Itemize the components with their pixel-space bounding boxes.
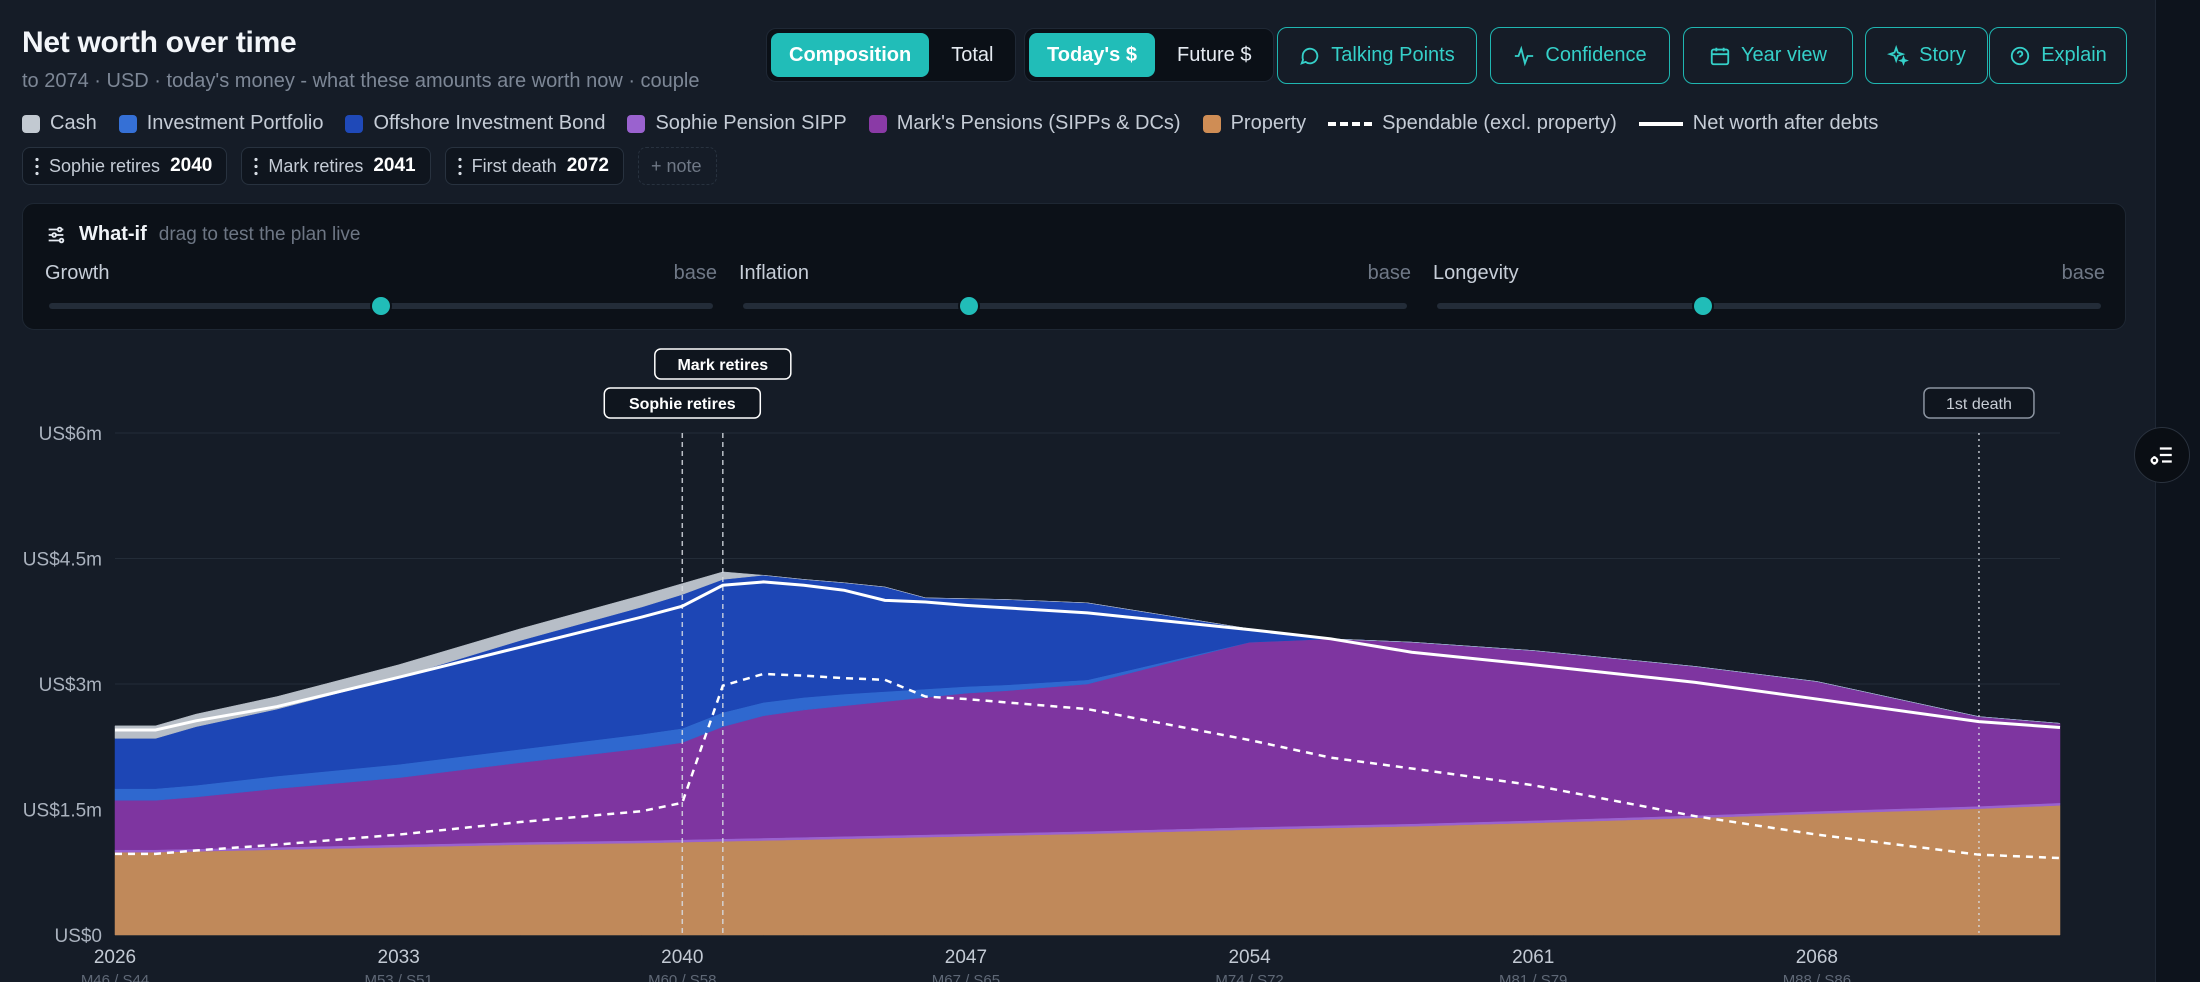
growth-slider[interactable]: Growth base <box>45 262 717 322</box>
what-if-header: What-if drag to test the plan live <box>45 223 361 246</box>
marker-label[interactable]: Mark retires <box>677 357 768 374</box>
sparkle-icon <box>1887 44 1910 66</box>
x-tick-sublabel: M81 / S79 <box>1499 972 1567 982</box>
inflation-slider-track[interactable] <box>743 303 1407 309</box>
page-title: Net worth over time <box>22 26 297 59</box>
year-view-button[interactable]: Year view <box>1683 27 1853 84</box>
story-button[interactable]: Story <box>1865 27 1988 84</box>
chat-bubble-icon <box>1300 47 1319 65</box>
drag-handle-icon[interactable] <box>254 156 259 176</box>
x-tick-label: 2068 <box>1796 947 1838 968</box>
marker-label-box[interactable] <box>603 387 762 419</box>
marker-label-box[interactable] <box>654 348 792 380</box>
page-subtitle: to 2074 · USD · today's money - what the… <box>22 70 700 92</box>
y-tick-label: US$1.5m <box>23 801 102 822</box>
add-note-button[interactable]: + note <box>637 147 717 185</box>
longevity-slider-knob[interactable] <box>1693 297 1712 315</box>
y-tick-label: US$0 <box>54 926 102 947</box>
list-settings-icon <box>2150 447 2172 465</box>
longevity-slider-track[interactable] <box>1437 303 2101 309</box>
legend-item-property[interactable]: Property <box>1202 112 1306 135</box>
composition-toggle[interactable]: Composition <box>771 33 930 77</box>
x-tick-label: 2047 <box>945 947 987 968</box>
explain-button[interactable]: Explain <box>1989 27 2127 84</box>
talking-points-button[interactable]: Talking Points <box>1277 27 1477 84</box>
marker-label[interactable]: 1st death <box>1946 396 2012 413</box>
chart-legend: Cash Investment Portfolio Offshore Inves… <box>22 112 1878 135</box>
x-tick-sublabel: M67 / S65 <box>932 972 1000 982</box>
x-tick-sublabel: M53 / S51 <box>364 972 432 982</box>
confidence-button[interactable]: Confidence <box>1490 27 1670 84</box>
todays-dollars-toggle[interactable]: Today's $ <box>1029 33 1155 77</box>
legend-item-cash[interactable]: Cash <box>22 112 97 135</box>
future-dollars-toggle[interactable]: Future $ <box>1159 33 1269 77</box>
y-tick-label: US$6m <box>39 424 102 445</box>
spendable-dashed-swatch <box>1328 121 1373 126</box>
x-tick-sublabel: M60 / S58 <box>648 972 716 982</box>
y-tick-label: US$4.5m <box>23 550 102 571</box>
money-toggle: Today's $ Future $ <box>1024 28 1275 82</box>
legend-item-mark-pensions[interactable]: Mark's Pensions (SIPPs & DCs) <box>868 112 1181 135</box>
legend-item-net-worth[interactable]: Net worth after debts <box>1638 112 1878 135</box>
drag-handle-icon[interactable] <box>457 156 462 176</box>
marker-label-box[interactable] <box>1923 387 2035 419</box>
net-worth-line-swatch <box>1638 121 1683 126</box>
net-worth-chart: US$0 US$1.5m US$3m US$4.5m US$6m Sophie retir… <box>23 348 2061 982</box>
view-toggle: Composition Total <box>766 28 1017 82</box>
investment-portfolio-swatch <box>118 114 137 133</box>
mark-pensions-swatch <box>868 114 887 133</box>
milestone-chip-sophie-retires[interactable]: Sophie retires 2040 <box>22 147 228 185</box>
growth-slider-knob[interactable] <box>372 297 390 315</box>
milestone-chips: Sophie retires 2040 Mark retires 2041 Firs… <box>22 147 717 185</box>
property-swatch <box>1202 114 1221 133</box>
inflation-slider[interactable]: Inflation base <box>739 262 1411 322</box>
chart-options-button[interactable] <box>2134 427 2190 483</box>
help-circle-icon <box>2011 46 2030 65</box>
x-tick-label: 2040 <box>661 947 703 968</box>
sophie-sipp-swatch <box>627 114 646 133</box>
offshore-bond-swatch <box>345 114 364 133</box>
drag-handle-icon[interactable] <box>35 156 39 176</box>
x-tick-sublabel: M74 / S72 <box>1215 972 1283 982</box>
x-tick-label: 2026 <box>94 947 136 968</box>
legend-item-offshore-bond[interactable]: Offshore Investment Bond <box>345 112 605 135</box>
longevity-slider[interactable]: Longevity base <box>1433 262 2105 322</box>
pulse-icon <box>1515 45 1534 66</box>
legend-item-sophie-sipp[interactable]: Sophie Pension SIPP <box>627 112 847 135</box>
x-tick-label: 2033 <box>378 947 420 968</box>
inflation-slider-knob[interactable] <box>959 297 978 315</box>
net-worth-line <box>115 580 2061 732</box>
total-toggle[interactable]: Total <box>933 33 1011 77</box>
x-tick-label: 2054 <box>1228 947 1271 968</box>
what-if-panel: What-if drag to test the plan live Growt… <box>22 203 2126 330</box>
legend-item-spendable[interactable]: Spendable (excl. property) <box>1328 112 1617 135</box>
milestone-chip-first-death[interactable]: First death 2072 <box>444 147 624 185</box>
sliders-icon <box>48 226 65 243</box>
cash-swatch <box>22 114 40 133</box>
x-tick-label: 2061 <box>1512 947 1554 968</box>
area-cash <box>114 571 2061 739</box>
x-tick-sublabel: M88 / S86 <box>1783 972 1851 982</box>
calendar-icon <box>1710 47 1730 65</box>
x-tick-sublabel: M46 / S44 <box>81 972 149 982</box>
marker-label[interactable]: Sophie retires <box>629 396 736 413</box>
milestone-chip-mark-retires[interactable]: Mark retires 2041 <box>241 147 431 185</box>
y-tick-label: US$3m <box>39 675 102 696</box>
legend-item-investment-portfolio[interactable]: Investment Portfolio <box>118 112 323 135</box>
